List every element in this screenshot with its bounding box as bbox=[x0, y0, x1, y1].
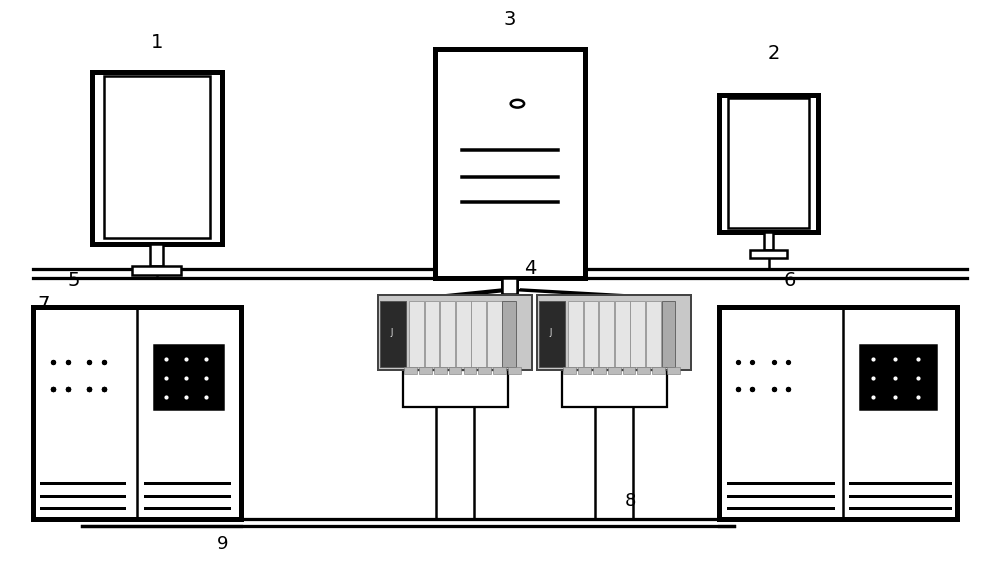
Bar bbox=[584, 301, 598, 367]
Text: 2: 2 bbox=[767, 44, 780, 63]
Bar bbox=[464, 367, 476, 374]
Bar bbox=[378, 295, 532, 370]
Bar bbox=[150, 244, 163, 266]
Bar bbox=[719, 94, 818, 232]
Bar bbox=[92, 72, 222, 244]
Bar bbox=[599, 301, 614, 367]
Bar bbox=[608, 367, 621, 374]
Bar bbox=[434, 367, 447, 374]
Bar bbox=[637, 367, 650, 374]
Bar bbox=[409, 301, 424, 367]
Bar bbox=[667, 367, 680, 374]
Bar bbox=[563, 367, 576, 374]
Text: J: J bbox=[549, 328, 552, 337]
Bar bbox=[425, 301, 439, 367]
Bar bbox=[615, 301, 630, 367]
Text: 5: 5 bbox=[67, 270, 80, 290]
Bar bbox=[456, 301, 471, 367]
Bar bbox=[593, 367, 606, 374]
Bar bbox=[562, 370, 667, 407]
Bar bbox=[502, 301, 516, 367]
Bar bbox=[652, 367, 665, 374]
Text: 1: 1 bbox=[151, 32, 163, 52]
Bar bbox=[539, 301, 565, 367]
Bar bbox=[33, 307, 241, 519]
Bar bbox=[403, 370, 508, 407]
Bar bbox=[630, 301, 645, 367]
Bar bbox=[719, 307, 957, 519]
Bar bbox=[449, 367, 461, 374]
Bar bbox=[404, 367, 417, 374]
Bar bbox=[502, 278, 517, 294]
Text: 3: 3 bbox=[504, 10, 516, 28]
Bar bbox=[380, 301, 406, 367]
Text: 7: 7 bbox=[38, 295, 50, 314]
Bar bbox=[104, 76, 210, 238]
Bar bbox=[662, 301, 675, 367]
Text: 6: 6 bbox=[783, 270, 796, 290]
Bar bbox=[471, 301, 486, 367]
Bar bbox=[487, 301, 502, 367]
Bar bbox=[537, 295, 691, 370]
Bar bbox=[419, 367, 432, 374]
Bar bbox=[578, 367, 591, 374]
Bar bbox=[646, 301, 661, 367]
Bar bbox=[154, 345, 223, 409]
Bar bbox=[568, 301, 583, 367]
Bar bbox=[440, 301, 455, 367]
Bar bbox=[764, 232, 773, 250]
Text: 4: 4 bbox=[524, 259, 536, 278]
Bar bbox=[508, 367, 521, 374]
Bar bbox=[435, 49, 585, 278]
Bar bbox=[478, 367, 491, 374]
Text: 9: 9 bbox=[217, 535, 228, 553]
Bar bbox=[132, 266, 181, 276]
Bar bbox=[750, 250, 787, 258]
Bar bbox=[860, 345, 936, 409]
Text: 8: 8 bbox=[624, 492, 636, 510]
Bar bbox=[728, 98, 809, 228]
Bar bbox=[623, 367, 635, 374]
Bar bbox=[493, 367, 506, 374]
Text: J: J bbox=[390, 328, 392, 337]
